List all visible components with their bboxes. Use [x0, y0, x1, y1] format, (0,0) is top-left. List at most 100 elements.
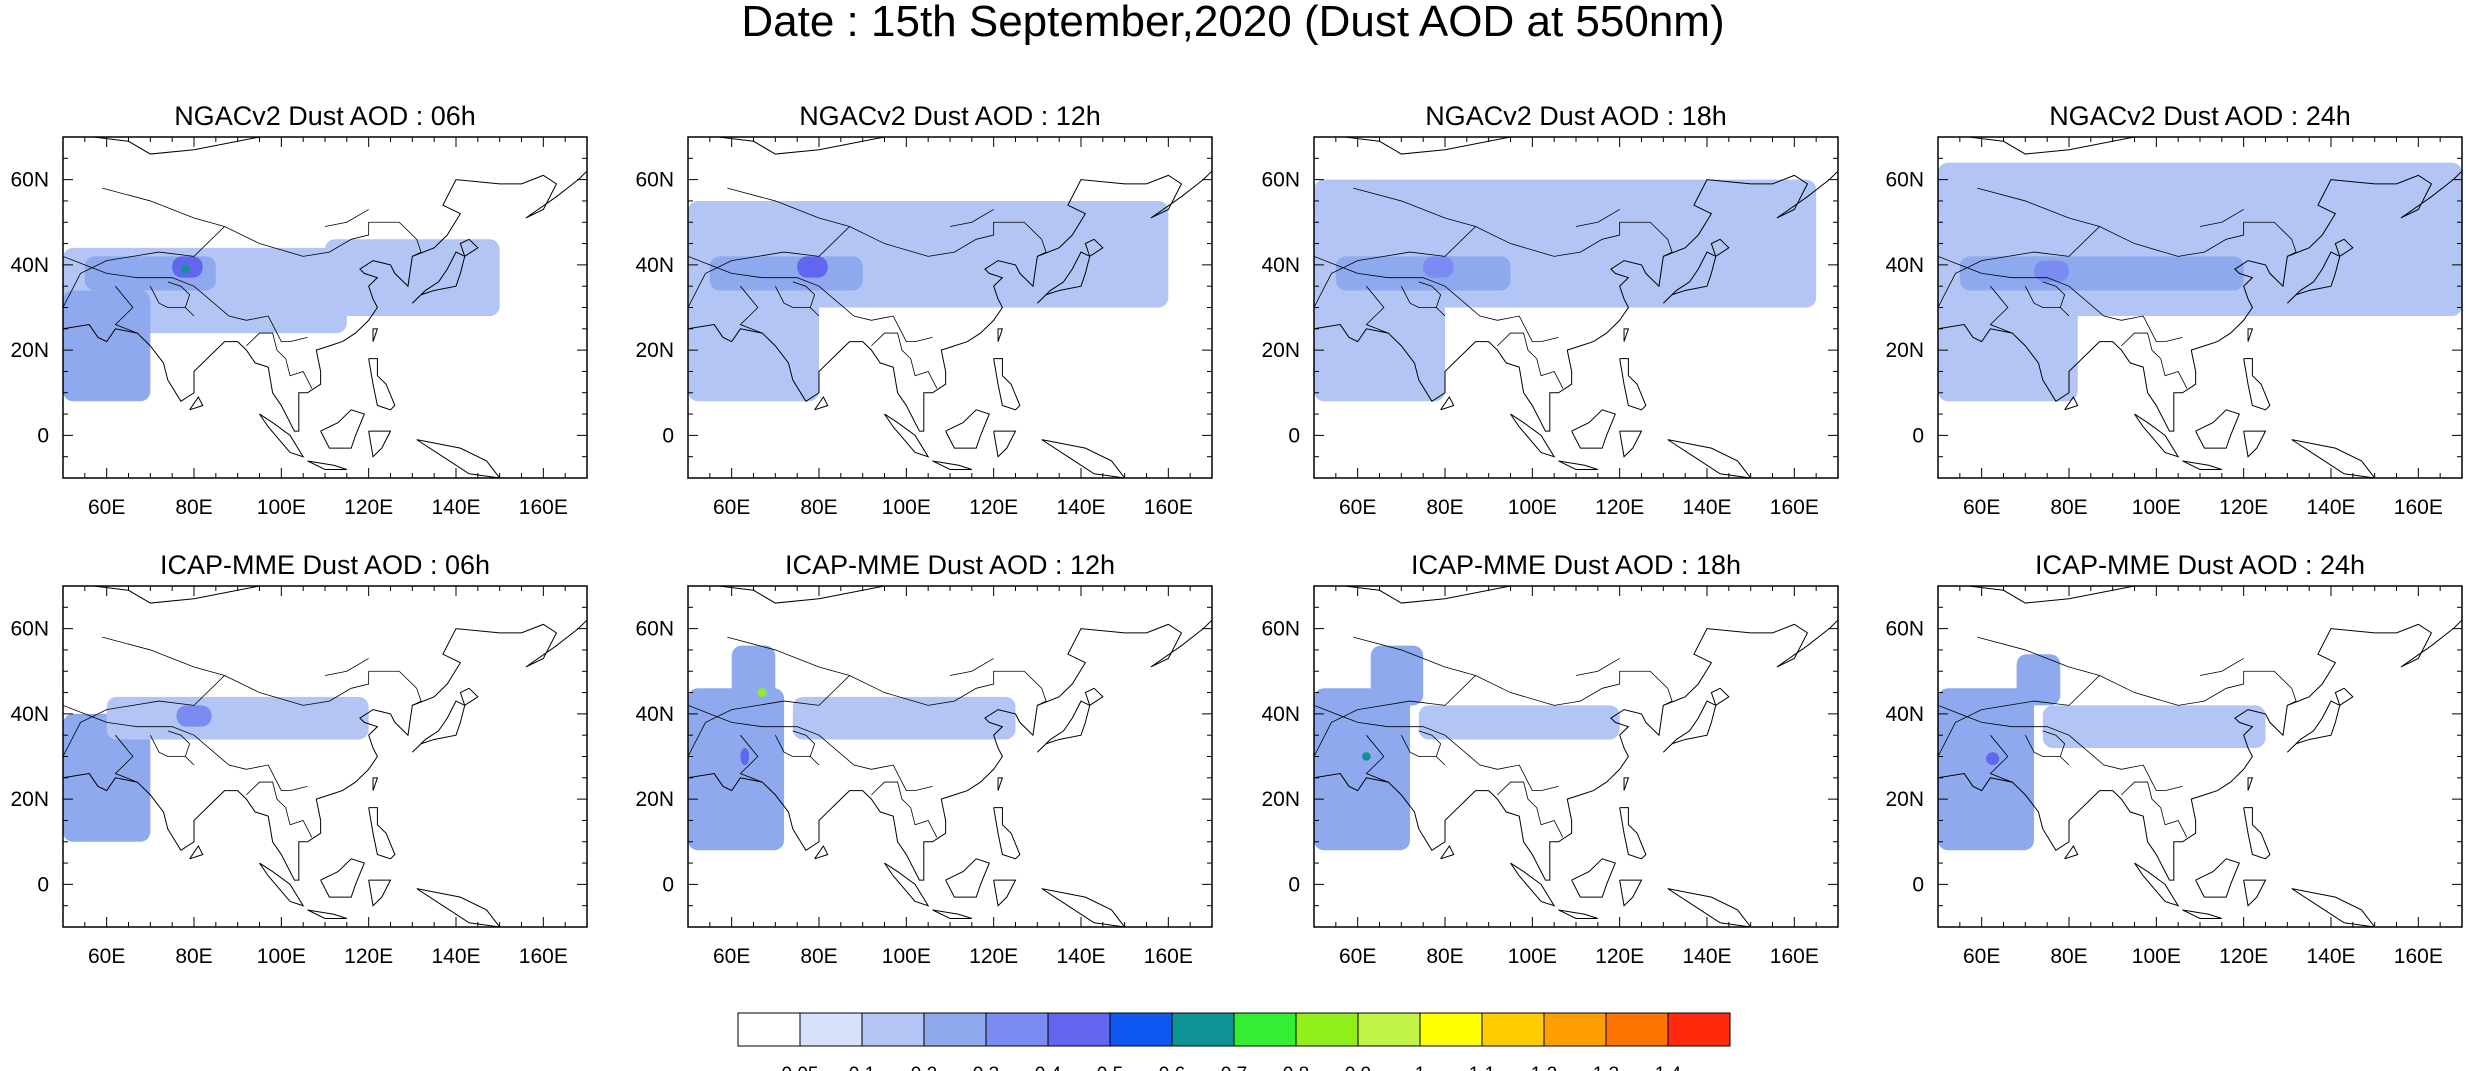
country-border — [1418, 730, 1442, 757]
colorbar-label: 1.1 — [1469, 1064, 1495, 1071]
colorbar-label: 0.3 — [973, 1064, 999, 1071]
country-border — [63, 670, 422, 757]
lon-tick-label: 160E — [1770, 496, 1819, 519]
lat-tick-label: 20N — [1261, 788, 1300, 811]
lat-tick-label: 0 — [1288, 873, 1300, 896]
coastline — [372, 777, 379, 791]
coastline — [368, 879, 392, 907]
coastline — [1619, 430, 1643, 458]
lon-tick-label: 60E — [1339, 945, 1376, 968]
coastline — [2247, 328, 2254, 342]
lat-tick-label: 0 — [1912, 424, 1924, 447]
coastline — [993, 358, 1021, 411]
colorbar-swatch — [1047, 1012, 1111, 1047]
country-border — [774, 286, 820, 317]
dust-plume — [325, 239, 500, 317]
country-border — [1400, 286, 1446, 317]
country-border — [2042, 730, 2066, 757]
country-border — [949, 209, 994, 227]
panel-title: ICAP-MME Dust AOD : 06h — [160, 550, 490, 580]
country-border — [688, 704, 933, 792]
lon-tick-label: 120E — [1595, 945, 1644, 968]
colorbar-label: 0.2 — [911, 1064, 937, 1071]
dust-plume — [1938, 281, 2078, 402]
lon-tick-label: 140E — [1056, 496, 1105, 519]
country-border — [1977, 636, 2100, 676]
lat-tick-label: 0 — [37, 424, 49, 447]
coastline — [814, 396, 829, 411]
dust-plume — [757, 688, 767, 697]
lon-tick-label: 80E — [175, 945, 212, 968]
map-panel-8: ICAP-MME Dust AOD : 24h 60E 80E 100E 120E 140… — [1885, 550, 2463, 968]
panel-title: ICAP-MME Dust AOD : 24h — [2035, 550, 2365, 580]
map-panel-4: NGACv2 Dust AOD : 24h 60E 80E 100E 120E 140E 1… — [1885, 101, 2463, 519]
coastline — [2182, 460, 2222, 470]
lat-tick-label: 20N — [635, 339, 674, 362]
lat-tick-label: 60N — [1261, 618, 1300, 641]
colorbar-swatch — [737, 1012, 801, 1047]
country-border — [63, 255, 308, 343]
coastline — [2134, 862, 2180, 907]
lat-tick-label: 40N — [635, 703, 674, 726]
coastline — [1344, 137, 1555, 155]
coastline — [945, 409, 990, 449]
country-border — [727, 187, 850, 227]
colorbar-swatch — [1481, 1012, 1545, 1047]
dust-plume — [63, 713, 151, 842]
country-border — [1365, 734, 1389, 783]
coastline — [1710, 238, 1730, 257]
coastline — [1619, 879, 1643, 907]
dust-plume — [1370, 645, 1424, 706]
country-border — [167, 730, 191, 757]
lon-tick-label: 80E — [1426, 945, 1463, 968]
dust-plume — [797, 256, 828, 278]
coastline — [1041, 439, 1126, 478]
lon-tick-label: 140E — [431, 496, 480, 519]
colorbar-swatch — [1295, 1012, 1359, 1047]
lon-tick-label: 100E — [257, 945, 306, 968]
country-border — [1575, 209, 1620, 227]
dust-plume — [2034, 260, 2069, 282]
country-border — [2121, 332, 2188, 389]
colorbar-swatch — [799, 1012, 863, 1047]
coastline — [1510, 413, 1556, 458]
lon-tick-label: 100E — [882, 496, 931, 519]
lon-tick-label: 60E — [88, 496, 125, 519]
coastline — [320, 409, 365, 449]
dust-plume — [1423, 256, 1454, 278]
coastline — [416, 888, 501, 927]
dust-plume — [688, 688, 785, 851]
coastline — [1968, 137, 2179, 155]
coastline — [932, 909, 972, 919]
coastline — [307, 909, 347, 919]
country-border — [1989, 285, 2013, 334]
dust-plume — [2016, 654, 2061, 706]
lat-tick-label: 60N — [10, 618, 49, 641]
dust-plume — [792, 696, 1016, 740]
coastline — [993, 430, 1017, 458]
coastline — [1041, 888, 1126, 927]
country-border — [324, 658, 369, 676]
country-border — [1938, 221, 2297, 308]
coastline — [2243, 430, 2267, 458]
coastline — [884, 862, 930, 907]
coastline — [459, 687, 479, 706]
country-border — [688, 670, 1047, 757]
lon-tick-label: 80E — [1426, 496, 1463, 519]
map-panel-5: ICAP-MME Dust AOD : 06h 60E 80E 100E 120E 140… — [10, 550, 588, 968]
country-border — [1497, 332, 1564, 389]
lon-tick-label: 120E — [1595, 496, 1644, 519]
coastline — [688, 170, 1212, 432]
colorbar-label: 1.2 — [1531, 1064, 1557, 1071]
lat-tick-label: 60N — [635, 169, 674, 192]
panel-title: ICAP-MME Dust AOD : 12h — [785, 550, 1115, 580]
country-border — [792, 730, 816, 757]
coastline — [189, 396, 204, 411]
coastline — [1084, 238, 1104, 257]
lon-tick-label: 60E — [713, 945, 750, 968]
colorbar-swatch — [861, 1012, 925, 1047]
colorbar-label: 0.7 — [1221, 1064, 1247, 1071]
dust-plume — [84, 739, 129, 774]
lon-tick-label: 80E — [800, 496, 837, 519]
